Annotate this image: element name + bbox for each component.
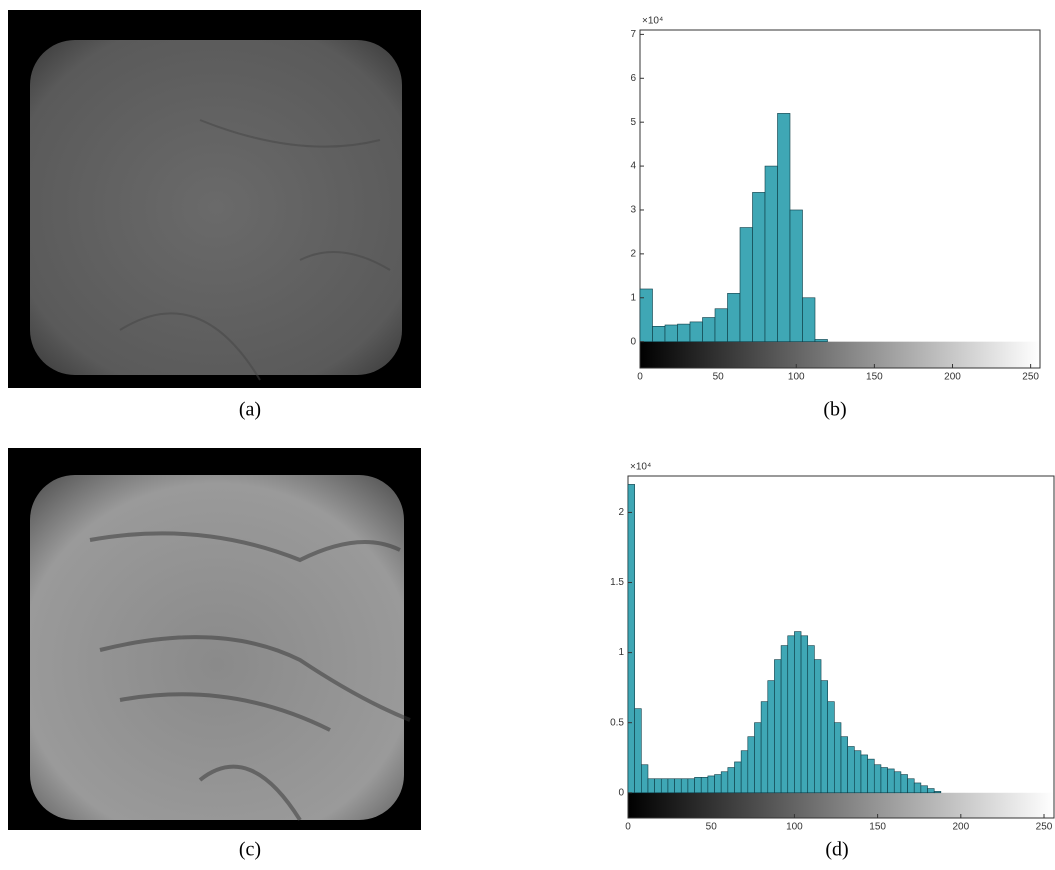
y-tick-label: 1: [630, 292, 636, 303]
x-tick-label: 150: [869, 822, 886, 833]
x-tick-label: 100: [788, 372, 805, 383]
histogram-bar: [847, 746, 855, 794]
histogram-bar: [887, 768, 895, 794]
y-tick-label: 0: [630, 336, 636, 347]
histogram-bar: [674, 778, 682, 794]
y-tick-label: 6: [630, 73, 636, 84]
histogram-bar: [780, 645, 789, 794]
y-tick-label: 7: [630, 29, 636, 40]
histogram-bar: [767, 680, 775, 794]
image-c: [8, 448, 421, 830]
histogram-bar: [641, 764, 649, 794]
histogram-bar: [764, 165, 778, 342]
histogram-bar: [627, 484, 635, 794]
histogram-bar: [639, 288, 653, 342]
histogram-bar: [814, 339, 828, 342]
histogram-bar: [807, 645, 815, 794]
histogram-bar: [907, 778, 915, 794]
caption: (a): [239, 399, 261, 421]
histogram-bar: [680, 778, 689, 794]
y-multiplier: ×10⁴: [630, 462, 651, 473]
histogram-bar: [652, 325, 666, 342]
caption: (d): [825, 839, 848, 861]
image-a: [8, 10, 421, 388]
x-tick-label: 250: [1036, 822, 1053, 833]
plot-frame: [639, 29, 1041, 369]
y-multiplier: ×10⁴: [642, 16, 663, 27]
histogram-bar: [880, 767, 888, 794]
caption: (c): [239, 839, 261, 861]
histogram-bar: [754, 722, 762, 794]
histogram-bar: [774, 659, 782, 794]
y-tick-label: 1.5: [610, 577, 624, 588]
histogram-bar: [794, 631, 802, 794]
x-tick-label: 100: [786, 822, 803, 833]
y-tick-label: 3: [630, 205, 636, 216]
histogram-bar: [777, 113, 791, 342]
histogram-bar: [933, 791, 942, 794]
histogram-bar: [827, 701, 835, 794]
histogram-bar: [727, 293, 741, 342]
histogram-bar: [760, 701, 769, 794]
x-tick-label: 200: [952, 822, 969, 833]
x-tick-label: 200: [944, 372, 961, 383]
histogram-bar: [689, 321, 703, 342]
histogram-bar: [740, 750, 749, 794]
y-tick-label: 1: [618, 647, 624, 658]
histogram-bar: [700, 777, 709, 794]
histogram-bar: [654, 778, 662, 794]
histogram-bar: [893, 771, 902, 794]
histogram-bar: [694, 777, 702, 794]
histogram-bar: [747, 736, 755, 794]
histogram-bar: [873, 764, 882, 794]
histogram-bar: [647, 778, 655, 794]
colorbar: [640, 341, 1040, 368]
histogram-bar: [802, 297, 816, 342]
y-tick-label: 2: [630, 249, 636, 260]
histogram-bar: [677, 323, 691, 342]
histogram-bar: [714, 308, 728, 342]
histogram-bar: [860, 754, 868, 794]
histogram-bar: [820, 680, 828, 794]
histogram-bar: [714, 774, 722, 794]
histogram-bar: [634, 708, 642, 794]
histogram-bar: [687, 778, 695, 794]
histogram-bar: [840, 736, 848, 794]
y-tick-label: 5: [630, 117, 636, 128]
x-tick-label: 0: [625, 822, 631, 833]
histogram-bar: [900, 774, 908, 794]
histogram-bar: [834, 722, 842, 794]
histogram-bar: [913, 782, 922, 794]
x-tick-label: 250: [1022, 372, 1039, 383]
histogram-bar: [702, 317, 716, 342]
histogram-bar: [720, 771, 729, 794]
x-tick-label: 50: [713, 372, 725, 383]
histogram-bar: [752, 192, 766, 342]
histogram-bar: [727, 767, 735, 794]
histogram-bar: [800, 635, 809, 794]
histogram-bar: [664, 324, 678, 342]
histogram-bar: [734, 761, 742, 794]
histogram-bar: [854, 750, 862, 794]
histogram-bar: [789, 209, 803, 342]
x-tick-label: 0: [637, 372, 643, 383]
y-tick-label: 0.5: [610, 717, 624, 728]
histogram-bar: [927, 788, 935, 794]
histogram-bar: [739, 227, 753, 342]
caption: (b): [823, 399, 846, 421]
histogram-bar: [814, 659, 822, 794]
y-tick-label: 0: [618, 787, 624, 798]
colorbar: [628, 792, 1054, 818]
x-tick-label: 150: [866, 372, 883, 383]
histogram-bar: [787, 635, 795, 794]
y-tick-label: 2: [618, 507, 624, 518]
histogram-bar: [707, 775, 715, 794]
y-tick-label: 4: [630, 161, 636, 172]
histogram-bar: [660, 778, 669, 794]
histogram-bar: [867, 758, 875, 794]
histogram-bar: [667, 778, 675, 794]
histogram-bar: [920, 785, 928, 794]
x-tick-label: 50: [706, 822, 718, 833]
